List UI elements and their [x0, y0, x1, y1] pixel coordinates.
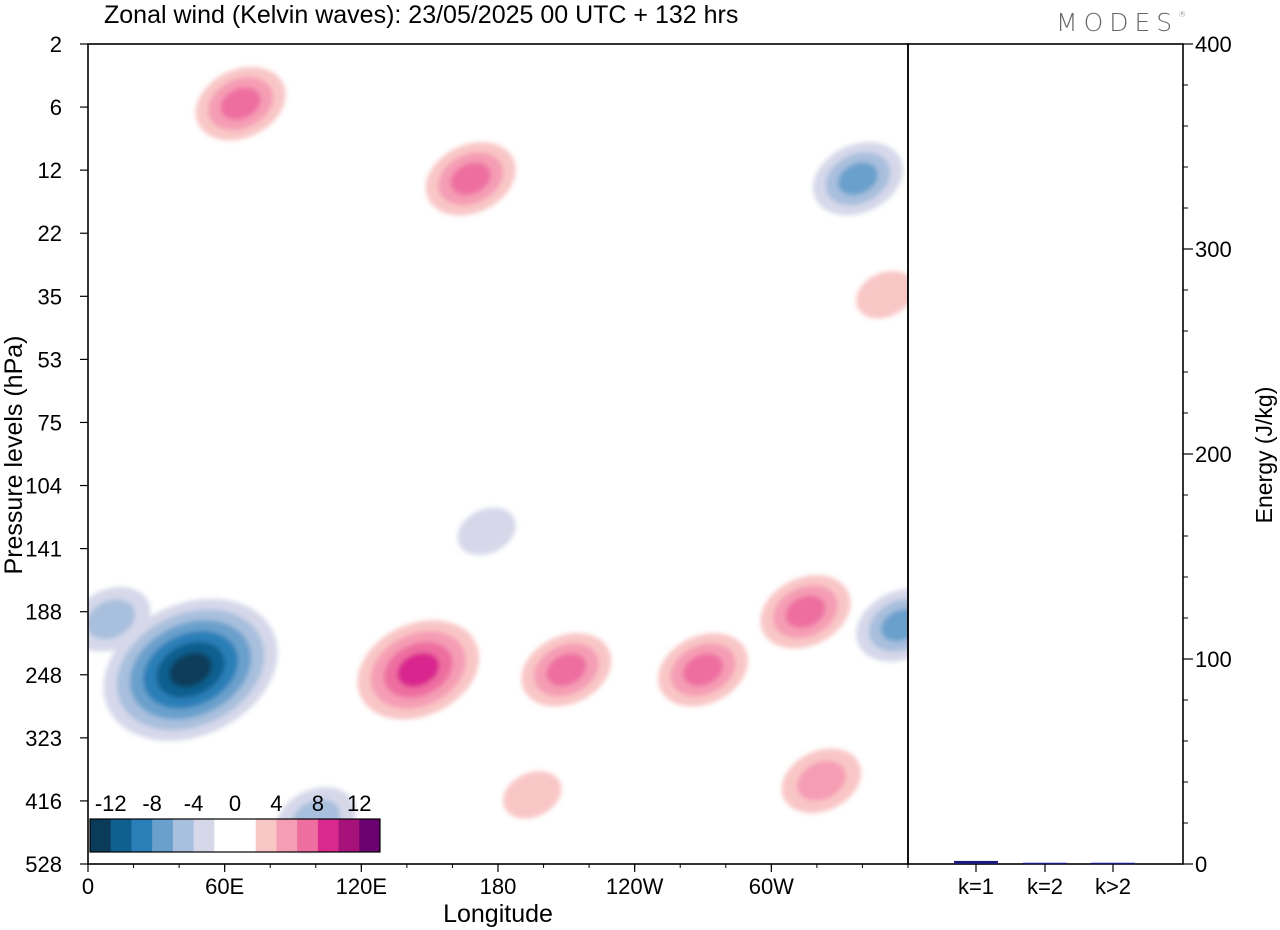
y-tick-label: 75 [38, 410, 62, 435]
colorbar-swatch-7 [214, 819, 236, 852]
wind-contour-negative-3-level-3 [881, 608, 908, 642]
colorbar-swatch-6 [193, 819, 215, 852]
energy-panel-frame [907, 43, 1184, 865]
y-axis: 2 6 12 22 35 53 75 104 141 188 248 323 416 528 [25, 32, 88, 877]
energy-category-label: k>2 [1095, 874, 1131, 899]
x-axis-label: Longitude [443, 900, 553, 928]
colorbar-swatch-2 [110, 819, 132, 852]
energy-bars: k=1 k=2 k>2 [954, 860, 1135, 899]
energy-tick-label: 300 [1195, 237, 1232, 262]
y-tick-label: 35 [38, 284, 62, 309]
colorbar-swatch-5 [172, 819, 194, 852]
energy-bar-2 [1023, 862, 1067, 865]
colorbar-label: 12 [347, 791, 371, 816]
y-tick-label: 248 [25, 663, 62, 688]
y-tick-label: 323 [25, 726, 62, 751]
x-tick-label: 60E [205, 874, 244, 899]
energy-category-label: k=1 [958, 874, 994, 899]
y-axis-label: Pressure levels (hPa) [0, 336, 28, 575]
colorbar-label: -4 [184, 791, 204, 816]
wind-contour-positive-13-level-1 [502, 771, 562, 819]
energy-bar-1 [954, 860, 998, 864]
energy-axis-label: Energy (J/kg) [1251, 387, 1277, 524]
y-tick-label: 2 [50, 32, 62, 57]
modes-logo: MODES® [1056, 8, 1187, 37]
energy-bar-3 [1091, 862, 1135, 865]
x-tick-label: 0 [82, 874, 94, 899]
y-tick-label: 12 [38, 158, 62, 183]
energy-tick-label: 0 [1195, 852, 1207, 877]
y-tick-label: 141 [25, 537, 62, 562]
energy-tick-label: 200 [1195, 442, 1232, 467]
energy-tick-label: 400 [1195, 32, 1232, 57]
colorbar-label: 4 [270, 791, 282, 816]
y-tick-label: 104 [25, 474, 62, 499]
hovmoller-field [88, 44, 908, 864]
wind-contour-positive-11-level-3 [450, 162, 491, 196]
x-tick-label: 180 [480, 874, 517, 899]
wind-contour-positive-14-level-1 [856, 270, 908, 319]
colorbar-frame [89, 818, 381, 853]
colorbar-swatch-10 [276, 819, 298, 852]
x-axis: 0 60E 120E 180 120W 60W [82, 864, 909, 899]
colorbar-swatch-4 [152, 819, 174, 852]
x-tick-label: 120W [606, 874, 664, 899]
y-tick-label: 6 [50, 95, 62, 120]
colorbar-swatch-9 [255, 819, 277, 852]
x-tick-label: 60W [749, 874, 794, 899]
wind-contour-positive-7-level-3 [546, 653, 587, 687]
colorbar-swatch-12 [317, 819, 339, 852]
wind-contour-positive-6-level-4 [397, 652, 440, 688]
x-tick-label: 120E [336, 874, 387, 899]
colorbar-swatch-14 [359, 819, 381, 852]
wind-contour-positive-12-level-3 [220, 87, 261, 120]
chart-title: Zonal wind (Kelvin waves): 23/05/2025 00… [104, 1, 738, 29]
wind-contour-positive-10-level-2 [797, 760, 846, 801]
colorbar-swatch-3 [131, 819, 153, 852]
colorbar-label: -12 [95, 791, 127, 816]
colorbar-swatch-8 [235, 819, 257, 852]
colorbar-swatch-13 [338, 819, 360, 852]
wind-contour-negative-5-level-1 [457, 507, 516, 556]
wind-contour-negative-1-level-2 [88, 599, 136, 640]
wind-contours [88, 66, 908, 852]
energy-tick-label: 100 [1195, 647, 1232, 672]
y-tick-label: 53 [38, 347, 62, 372]
colorbar-swatch-1 [90, 819, 112, 852]
colorbar-label: 8 [312, 791, 324, 816]
colorbar: -12 -8 -4 0 4 8 12 [89, 791, 381, 853]
colorbar-label: 0 [229, 791, 241, 816]
colorbar-swatch-11 [297, 819, 319, 852]
wind-contour-positive-8-level-3 [683, 653, 724, 687]
y-tick-label: 416 [25, 789, 62, 814]
y-tick-label: 188 [25, 600, 62, 625]
wind-contour-positive-9-level-3 [785, 595, 826, 629]
wind-contour-negative-0-level-6 [169, 652, 212, 688]
wind-contour-negative-2-level-3 [837, 162, 878, 196]
colorbar-label: -8 [142, 791, 162, 816]
energy-category-label: k=2 [1027, 874, 1063, 899]
y-tick-label: 22 [38, 221, 62, 246]
y-tick-label: 528 [25, 852, 62, 877]
energy-axis: 0 100 200 300 400 [1183, 32, 1232, 877]
